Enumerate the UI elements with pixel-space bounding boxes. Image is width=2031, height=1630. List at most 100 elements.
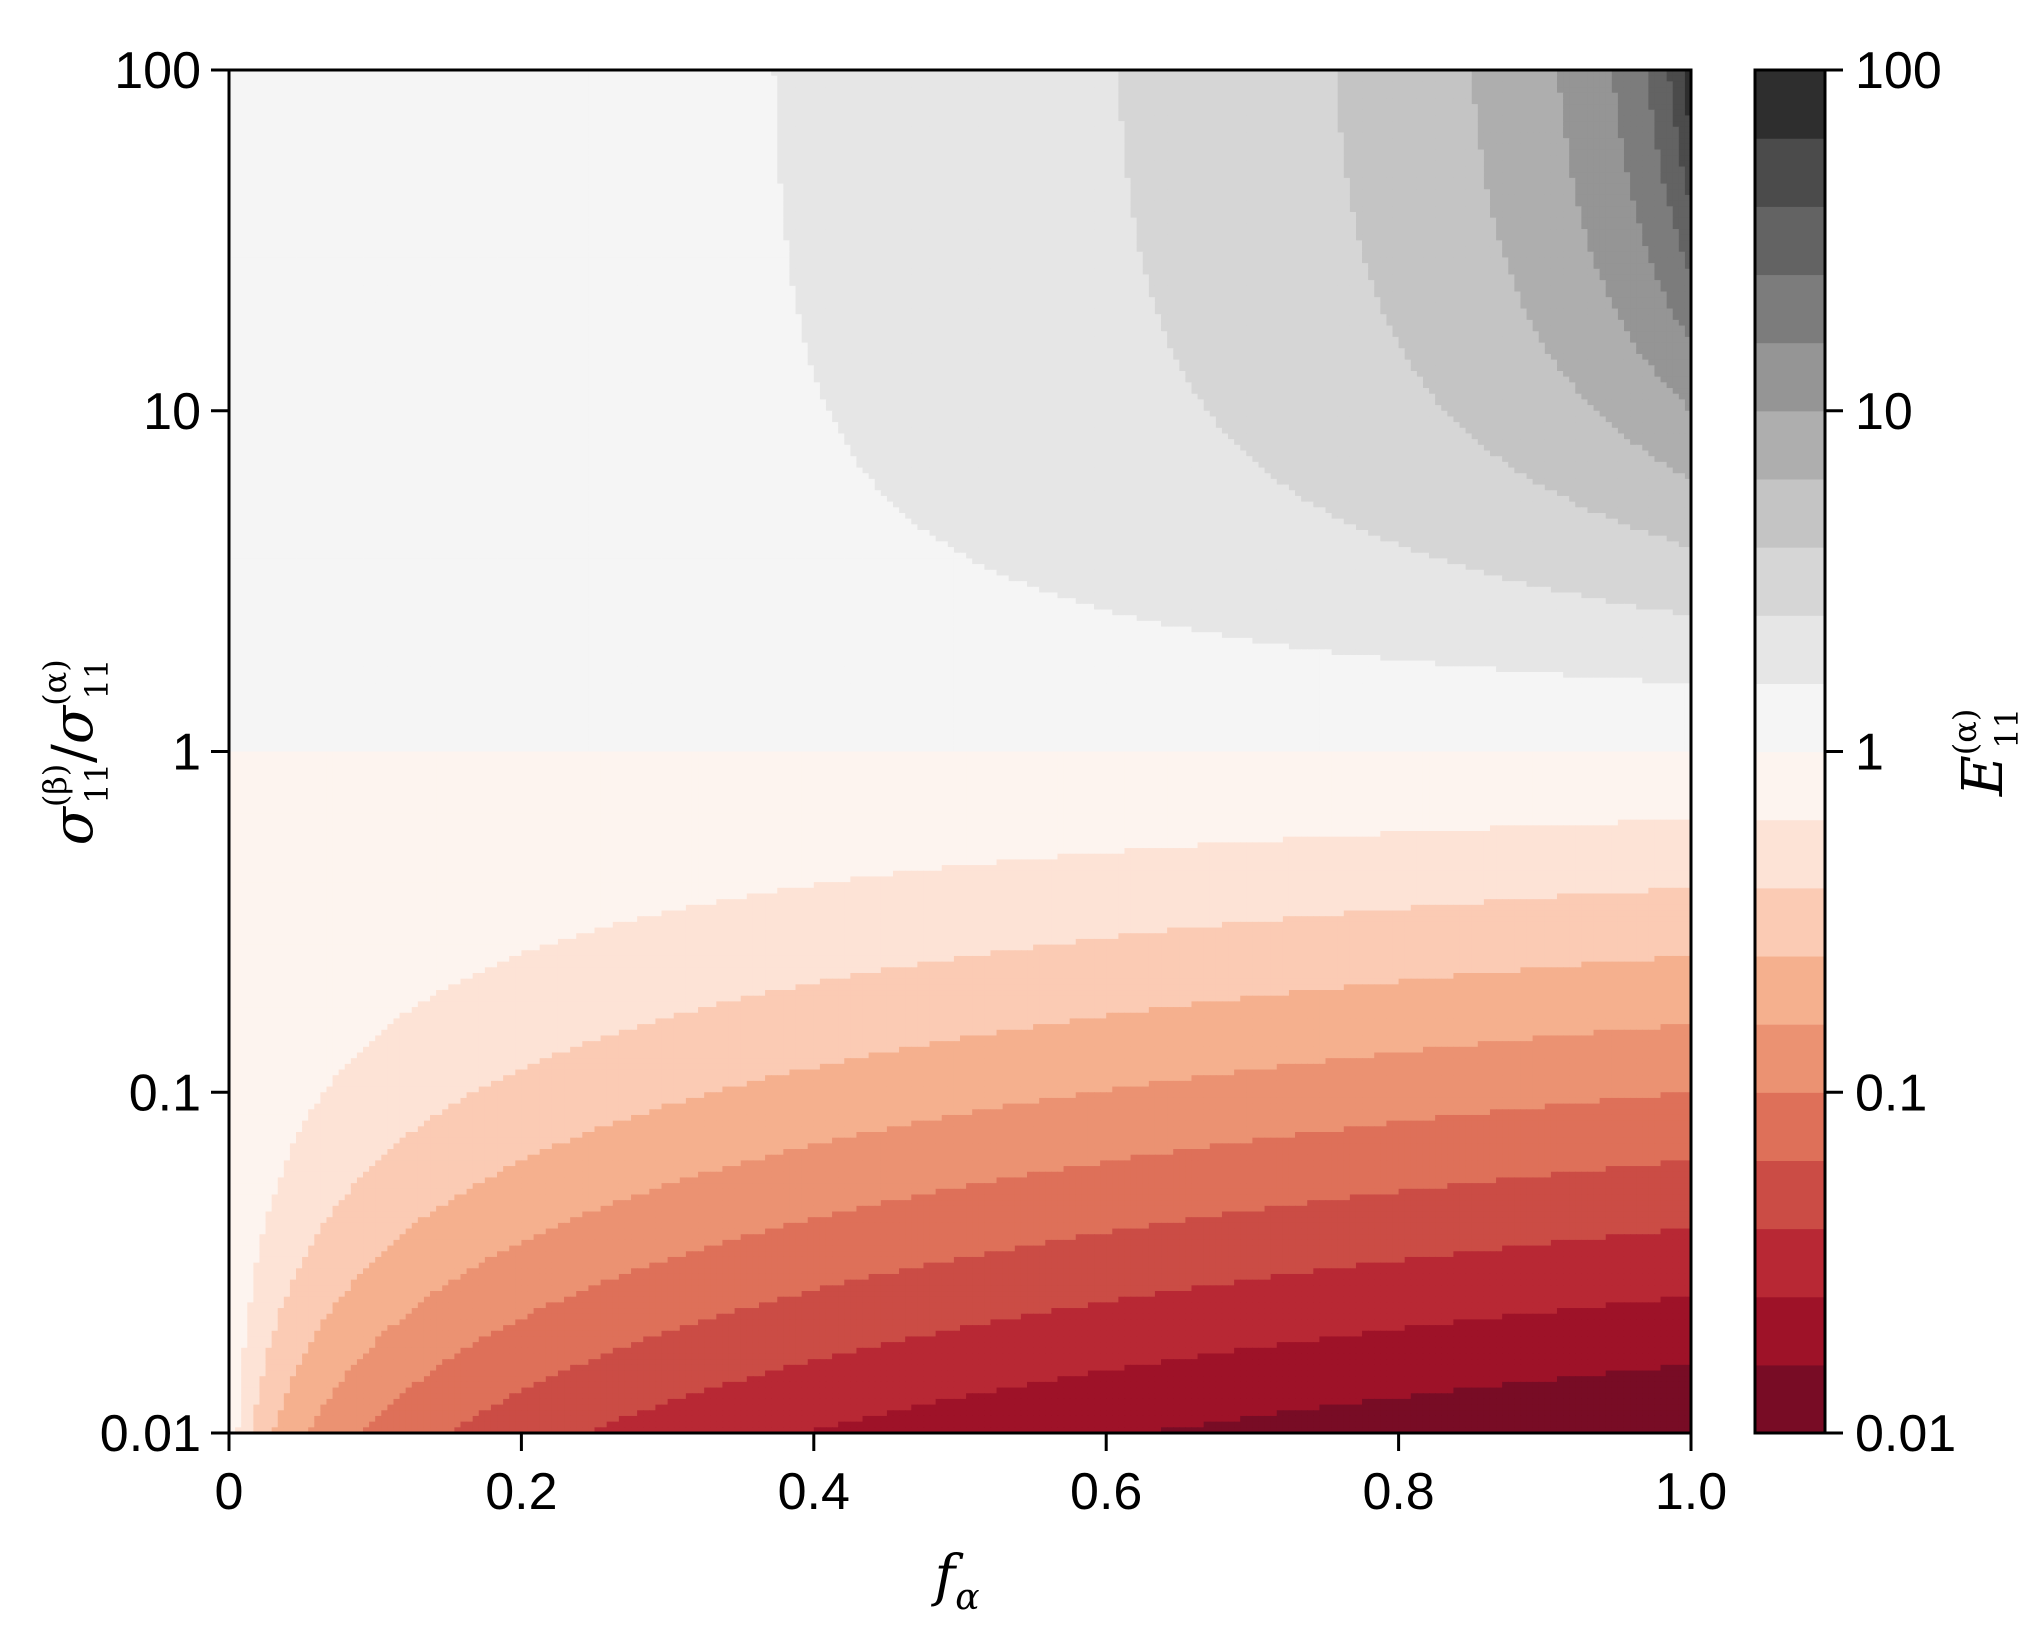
contour-cell [1569, 98, 1576, 104]
contour-cell [1441, 98, 1448, 104]
contour-cell [1466, 98, 1473, 104]
contour-cell [1179, 76, 1186, 82]
contour-cell [1386, 110, 1393, 116]
contour-cell [247, 76, 254, 82]
contour-cell [1447, 98, 1454, 104]
contour-cell [357, 110, 364, 116]
contour-cell [521, 104, 528, 110]
contour-cell [1393, 76, 1400, 82]
contour-cell [686, 76, 693, 82]
contour-cell [1581, 104, 1588, 110]
contour-cell [722, 93, 729, 99]
contour-cell [1484, 81, 1491, 87]
contour-cell [686, 98, 693, 104]
contour-cell [619, 81, 626, 87]
contour-cell [259, 115, 266, 121]
contour-cell [540, 76, 547, 82]
contour-cell [1003, 87, 1010, 93]
contour-cell [960, 110, 967, 116]
contour-cell [393, 81, 400, 87]
contour-cell [1204, 93, 1211, 99]
contour-cell [418, 98, 425, 104]
contour-cell [1258, 98, 1265, 104]
contour-cell [1520, 98, 1527, 104]
contour-cell [1161, 110, 1168, 116]
contour-cell [1569, 110, 1576, 116]
contour-cell [1222, 98, 1229, 104]
contour-cell [649, 87, 656, 93]
contour-cell [436, 87, 443, 93]
contour-cell [1612, 87, 1619, 93]
contour-cell [759, 81, 766, 87]
contour-cell [1210, 110, 1217, 116]
contour-cell [473, 104, 480, 110]
contour-cell [1472, 81, 1479, 87]
contour-cell [771, 93, 778, 99]
contour-cell [1673, 98, 1680, 104]
contour-cell [1015, 81, 1022, 87]
contour-cell [442, 104, 449, 110]
contour-cell [387, 98, 394, 104]
contour-cell [844, 110, 851, 116]
contour-cell [1502, 98, 1509, 104]
contour-cell [680, 76, 687, 82]
contour-cell [1173, 104, 1180, 110]
contour-cell [1581, 98, 1588, 104]
contour-cell [942, 98, 949, 104]
contour-cell [1009, 93, 1016, 99]
contour-cell [278, 93, 285, 99]
contour-cell [668, 76, 675, 82]
contour-cell [1362, 98, 1369, 104]
contour-cell [966, 93, 973, 99]
contour-cell [308, 76, 315, 82]
contour-cell [668, 110, 675, 116]
contour-cell [302, 104, 309, 110]
contour-cell [1417, 98, 1424, 104]
contour-cell [1411, 93, 1418, 99]
contour-cell [1563, 93, 1570, 99]
contour-cell [997, 81, 1004, 87]
contour-cell [588, 93, 595, 99]
contour-cell [1070, 104, 1077, 110]
contour-cell [527, 98, 534, 104]
contour-cell [424, 87, 431, 93]
contour-cell [564, 81, 571, 87]
contour-cell [400, 93, 407, 99]
contour-cell [266, 115, 273, 121]
contour-cell [1295, 93, 1302, 99]
contour-cell [1453, 87, 1460, 93]
contour-cell [1490, 81, 1497, 87]
contour-cell [1642, 87, 1649, 93]
contour-cell [570, 87, 577, 93]
contour-cell [1319, 81, 1326, 87]
contour-cell [771, 98, 778, 104]
contour-cell [1417, 93, 1424, 99]
contour-cell [521, 87, 528, 93]
contour-cell [1064, 110, 1071, 116]
contour-cell [911, 81, 918, 87]
contour-cell [473, 110, 480, 116]
contour-cell [1447, 81, 1454, 87]
contour-cell [436, 104, 443, 110]
contour-cell [1478, 98, 1485, 104]
contour-cell [741, 87, 748, 93]
contour-cell [765, 81, 772, 87]
contour-cell [1283, 110, 1290, 116]
contour-cell [1240, 110, 1247, 116]
contour-cell [1368, 81, 1375, 87]
contour-cell [1460, 93, 1467, 99]
contour-cell [1252, 110, 1259, 116]
contour-cell [296, 87, 303, 93]
contour-cell [820, 76, 827, 82]
contour-cell [1228, 98, 1235, 104]
contour-cell [314, 76, 321, 82]
contour-cell [613, 115, 620, 121]
contour-cell [1161, 81, 1168, 87]
contour-cell [1131, 98, 1138, 104]
contour-cell [454, 87, 461, 93]
contour-cell [1076, 76, 1083, 82]
contour-cell [802, 104, 809, 110]
contour-cell [1319, 104, 1326, 110]
contour-cell [1478, 110, 1485, 116]
contour-cell [1508, 98, 1515, 104]
